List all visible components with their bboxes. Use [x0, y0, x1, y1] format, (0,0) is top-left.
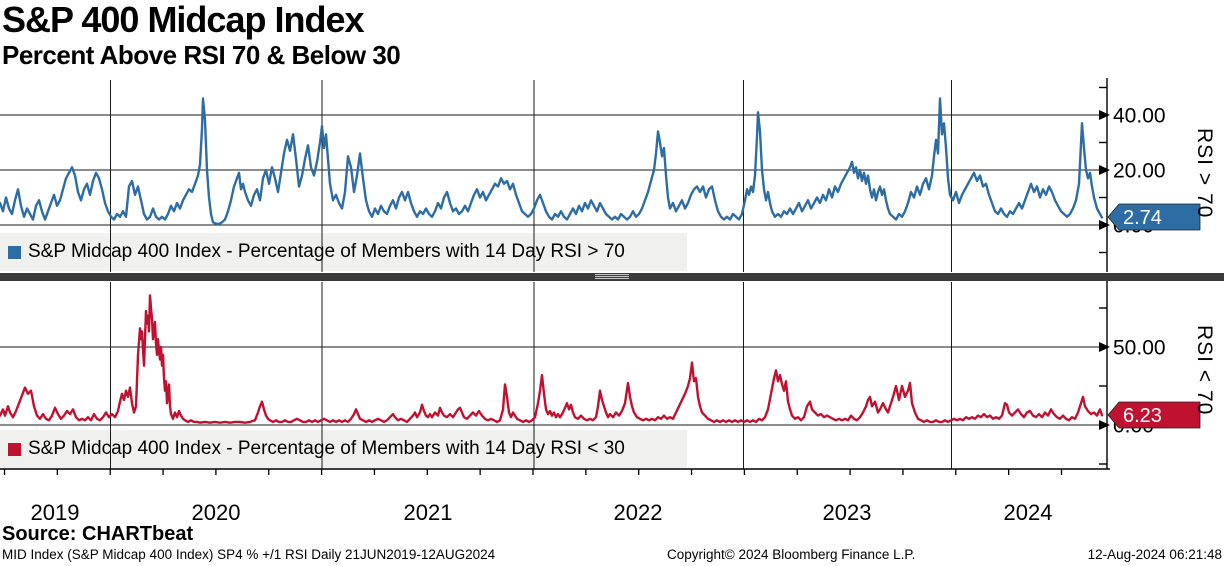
last-value-badge-label: 2.74 [1123, 207, 1162, 229]
panel-splitter-handle[interactable] [595, 274, 629, 279]
panel-splitter[interactable] [0, 273, 1224, 281]
last-value-badge-label: 6.23 [1123, 405, 1162, 427]
x-year-label: 2022 [614, 500, 663, 525]
y-tick-label: 50.00 [1113, 337, 1166, 360]
axis-tick-arrow [1099, 220, 1110, 230]
x-year-label: 2019 [31, 500, 80, 525]
footer-timestamp: 12-Aug-2024 06:21:48 [1087, 547, 1222, 562]
axis-tick-arrow [1099, 342, 1110, 352]
last-value-badge-top [1107, 203, 1201, 231]
last-value-badge-bottom [1107, 401, 1201, 429]
x-year-label: 2024 [1004, 500, 1053, 525]
legend-rsi-above-70: S&P Midcap 400 Index - Percentage of Mem… [0, 233, 625, 271]
right-axis-label-bottom: RSI < 70 [1193, 325, 1216, 416]
legend-label-rsi-below-30: S&P Midcap 400 Index - Percentage of Mem… [28, 438, 625, 459]
legend-swatch-red [8, 442, 21, 456]
series-line-rsi-below-30 [0, 294, 1104, 424]
y-tick-label: 0.00 [1113, 415, 1154, 438]
x-year-label: 2021 [404, 500, 453, 525]
axis-tick-arrow [1099, 420, 1110, 430]
legend-band-top [0, 233, 687, 271]
chart-title: S&P 400 Midcap Index [2, 0, 364, 40]
legend-rsi-below-30: S&P Midcap 400 Index - Percentage of Mem… [0, 430, 625, 468]
y-tick-label: 20.00 [1113, 160, 1166, 183]
source-line: Source: CHARTbeat [2, 523, 194, 545]
axis-tick-arrow [1099, 165, 1110, 175]
y-tick-label: 40.00 [1113, 105, 1166, 128]
x-year-label: 2023 [823, 500, 872, 525]
y-tick-label: 0.00 [1113, 215, 1154, 238]
footer-copyright: Copyright© 2024 Bloomberg Finance L.P. [667, 547, 916, 562]
series-line-rsi-above-70 [0, 97, 1104, 226]
x-year-label: 2020 [192, 500, 241, 525]
legend-label-rsi-above-70: S&P Midcap 400 Index - Percentage of Mem… [28, 241, 625, 262]
footer-ticker-info: MID Index (S&P Midcap 400 Index) SP4 % +… [2, 547, 496, 562]
right-axis-label-top: RSI > 70 [1193, 128, 1216, 219]
chart-subtitle: Percent Above RSI 70 & Below 30 [2, 40, 401, 70]
legend-band-bottom [0, 430, 687, 468]
axis-tick-arrow [1099, 110, 1110, 120]
legend-swatch-blue [8, 245, 21, 259]
